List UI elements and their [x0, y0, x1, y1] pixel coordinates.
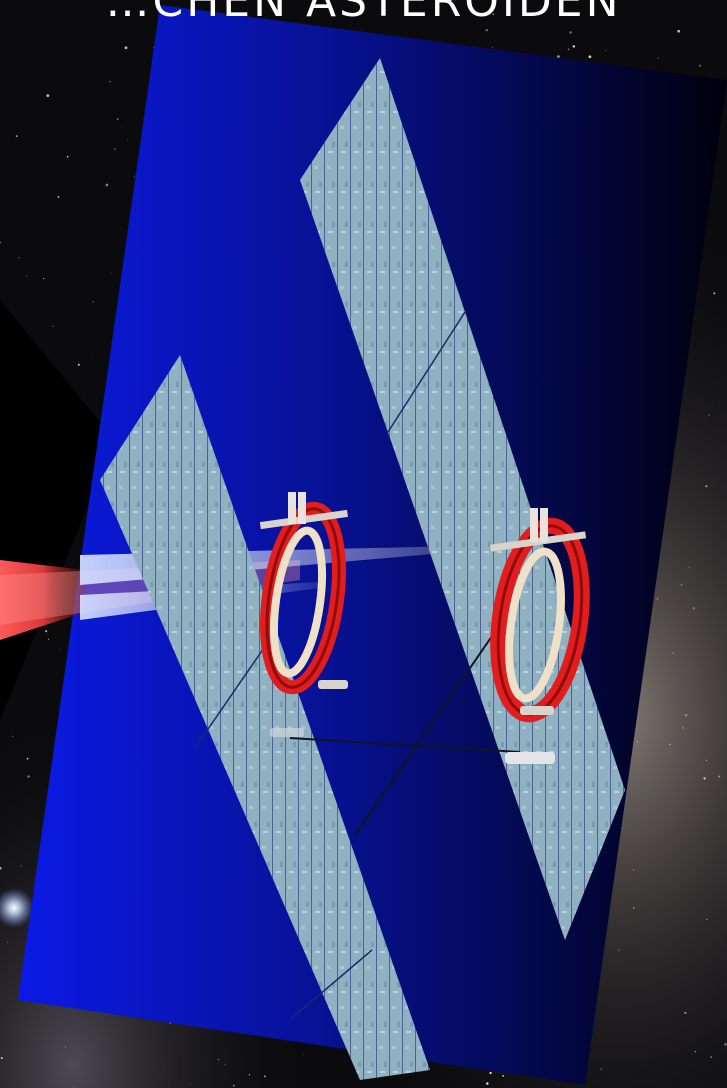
star: [698, 64, 702, 67]
star: [557, 55, 560, 58]
star: [264, 1075, 266, 1078]
star: [694, 1050, 697, 1053]
star: [618, 949, 620, 951]
bright-star: [0, 888, 34, 928]
star: [724, 1043, 727, 1046]
star: [248, 1074, 251, 1076]
star: [116, 118, 119, 120]
star: [684, 713, 688, 717]
star: [121, 125, 123, 127]
star: [59, 649, 61, 650]
star: [11, 735, 14, 738]
star: [127, 139, 128, 141]
star: [224, 1063, 226, 1066]
star: [189, 1083, 191, 1085]
star: [111, 273, 113, 275]
star: [105, 183, 109, 187]
star: [713, 292, 716, 295]
connection-lines: [289, 609, 521, 836]
star: [257, 12, 259, 14]
star: [705, 759, 707, 761]
star: [486, 1082, 489, 1085]
star: [20, 865, 22, 867]
star: [718, 404, 720, 406]
star: [66, 155, 69, 158]
star: [708, 414, 710, 417]
star: [25, 275, 27, 277]
star: [0, 866, 2, 870]
star: [57, 196, 60, 198]
star: [692, 606, 695, 610]
star: [633, 907, 635, 909]
star: [27, 775, 30, 778]
star: [91, 356, 93, 358]
star: [303, 1054, 305, 1056]
star: [682, 727, 684, 729]
star: [133, 175, 136, 178]
star: [710, 1056, 712, 1058]
star: [714, 642, 716, 644]
solar-sail-right: [300, 58, 625, 940]
star: [600, 1068, 602, 1070]
star: [92, 301, 94, 303]
star: [0, 1057, 3, 1060]
red-laser-beam: [0, 560, 85, 640]
star: [124, 46, 128, 50]
star: [684, 1011, 687, 1014]
star: [492, 13, 495, 16]
star: [65, 1046, 67, 1048]
star: [29, 1012, 31, 1014]
star: [672, 652, 674, 655]
solar-sail-left: [100, 355, 430, 1080]
star: [588, 55, 592, 59]
star: [485, 28, 489, 32]
star: [572, 45, 575, 48]
star: [669, 743, 671, 745]
star: [7, 941, 9, 943]
star: [681, 584, 683, 586]
star: [688, 567, 690, 569]
star: [633, 869, 635, 871]
star: [569, 31, 572, 34]
star: [703, 777, 706, 780]
star: [701, 766, 703, 767]
slide-title: …CHEN ASTEROIDEN: [105, 0, 622, 27]
star: [502, 1074, 505, 1077]
star: [77, 363, 80, 366]
star: [657, 57, 659, 59]
star: [718, 775, 721, 778]
star: [605, 50, 607, 51]
star: [622, 828, 624, 830]
star: [18, 257, 20, 259]
star: [706, 918, 708, 920]
star: [233, 1084, 235, 1087]
star: [42, 277, 45, 280]
star: [217, 1058, 220, 1061]
star: [656, 598, 659, 600]
star: [47, 638, 50, 640]
left-probe: [259, 492, 348, 737]
star: [677, 29, 681, 33]
star: [636, 740, 638, 742]
star: [46, 94, 50, 97]
star: [45, 630, 48, 633]
star: [15, 135, 18, 137]
star: [567, 48, 570, 50]
tether-lines: [194, 311, 466, 1019]
star: [26, 757, 29, 760]
star: [120, 228, 122, 230]
right-probe: [490, 508, 590, 764]
star: [489, 1071, 492, 1075]
star: [109, 80, 111, 83]
star: [0, 241, 2, 244]
star: [492, 46, 494, 48]
star: [705, 485, 708, 488]
star: [114, 148, 116, 150]
star: [52, 325, 54, 327]
